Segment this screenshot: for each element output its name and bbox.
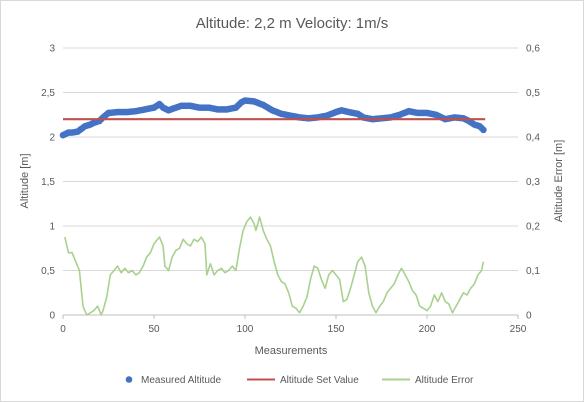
y-axis-title: Altitude [m] [19, 153, 31, 208]
series-layer [59, 97, 487, 316]
chart-title: Altitude: 2,2 m Velocity: 1m/s [196, 15, 389, 32]
legend-label: Altitude Set Value [280, 375, 359, 386]
y2-tick-label: 0,4 [526, 133, 540, 144]
measured-altitude-point [480, 126, 487, 134]
y2-tick-label: 0,2 [526, 222, 540, 233]
x-axis-title: Measurements [255, 345, 328, 357]
x-tick-label: 150 [328, 324, 345, 335]
y-tick-label: 0 [49, 311, 55, 322]
legend-label: Altitude Error [415, 375, 474, 386]
y-tick-label: 1,5 [41, 177, 55, 188]
legend: Measured Altitude Altitude Set Value Altit… [125, 375, 474, 386]
measured-altitude-series [59, 97, 487, 139]
x-tick-label: 100 [237, 324, 254, 335]
x-tick-label: 250 [510, 324, 527, 335]
y2-tick-label: 0,6 [526, 44, 540, 55]
y-tick-label: 2 [49, 133, 55, 144]
y2-tick-label: 0,3 [526, 177, 540, 188]
y2-axis-title: Altitude Error [m] [553, 140, 565, 223]
y-tick-label: 3 [49, 44, 55, 55]
x-tick-label: 200 [419, 324, 436, 335]
y2-tick-label: 0 [526, 311, 532, 322]
x-tick-label: 0 [60, 324, 66, 335]
axes: 0 0,5 1 1,5 2 2,5 3 0 0,1 0,2 0,3 0,4 0,5 0,6 0 50 100 15… [41, 44, 540, 336]
y2-tick-label: 0,1 [526, 266, 540, 277]
y-tick-label: 0,5 [41, 266, 55, 277]
y-tick-label: 2,5 [41, 88, 55, 99]
y2-tick-label: 0,5 [526, 88, 540, 99]
legend-marker [125, 376, 133, 383]
y-tick-label: 1 [49, 222, 55, 233]
x-tick-label: 50 [148, 324, 160, 335]
legend-label: Measured Altitude [141, 375, 221, 386]
altitude-error-line [64, 216, 485, 316]
gridlines [63, 47, 518, 316]
